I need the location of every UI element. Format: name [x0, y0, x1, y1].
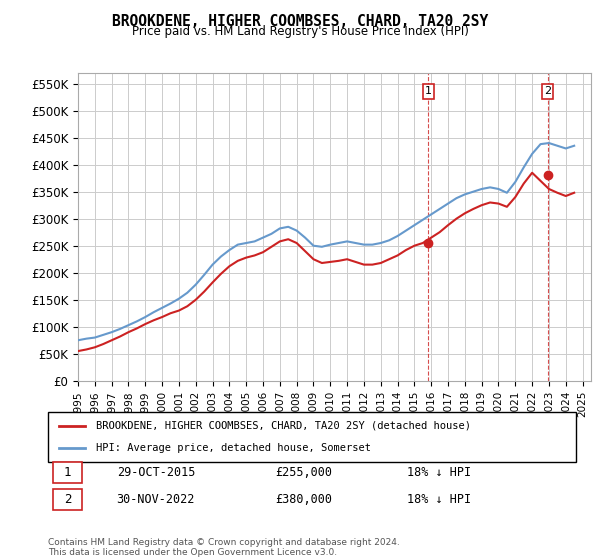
Text: 29-OCT-2015: 29-OCT-2015 [116, 465, 195, 479]
Text: BROOKDENE, HIGHER COOMBSES, CHARD, TA20 2SY: BROOKDENE, HIGHER COOMBSES, CHARD, TA20 … [112, 14, 488, 29]
Text: 1: 1 [64, 465, 71, 479]
Text: Contains HM Land Registry data © Crown copyright and database right 2024.
This d: Contains HM Land Registry data © Crown c… [48, 538, 400, 557]
Text: £255,000: £255,000 [275, 465, 332, 479]
Text: 18% ↓ HPI: 18% ↓ HPI [407, 493, 471, 506]
Text: 2: 2 [544, 86, 551, 96]
Text: Price paid vs. HM Land Registry's House Price Index (HPI): Price paid vs. HM Land Registry's House … [131, 25, 469, 38]
FancyBboxPatch shape [48, 412, 576, 462]
Text: 1: 1 [425, 86, 432, 96]
Text: 30-NOV-2022: 30-NOV-2022 [116, 493, 195, 506]
Text: HPI: Average price, detached house, Somerset: HPI: Average price, detached house, Some… [95, 443, 371, 453]
Text: £380,000: £380,000 [275, 493, 332, 506]
Text: BROOKDENE, HIGHER COOMBSES, CHARD, TA20 2SY (detached house): BROOKDENE, HIGHER COOMBSES, CHARD, TA20 … [95, 421, 470, 431]
FancyBboxPatch shape [53, 461, 82, 483]
Text: 2: 2 [64, 493, 71, 506]
Text: 18% ↓ HPI: 18% ↓ HPI [407, 465, 471, 479]
FancyBboxPatch shape [53, 488, 82, 510]
